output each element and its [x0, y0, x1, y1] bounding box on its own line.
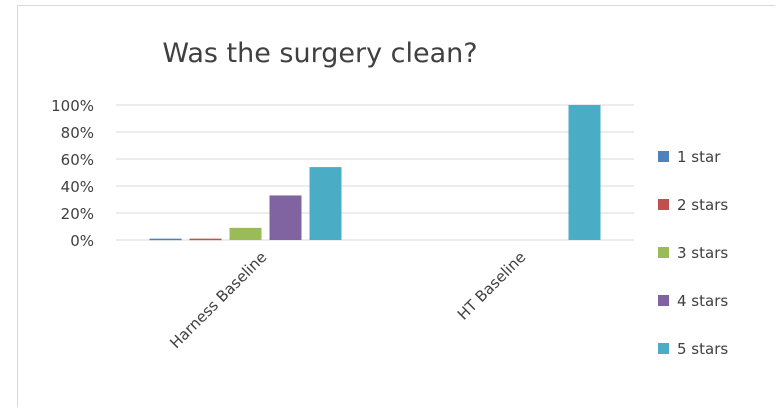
legend-swatch [658, 247, 669, 258]
y-tick-label: 0% [70, 232, 94, 250]
x-axis-categories: Harness Baseline HT Baseline [166, 248, 529, 352]
x-category-label: Harness Baseline [166, 248, 270, 352]
legend-label: 1 star [677, 148, 721, 166]
y-axis-ticks: 0% 20% 40% 60% 80% 100% [51, 97, 94, 250]
y-tick-label: 60% [61, 151, 94, 169]
gridlines [116, 104, 634, 241]
legend-swatch [658, 295, 669, 306]
legend-label: 3 stars [677, 244, 728, 262]
y-tick-label: 40% [61, 178, 94, 196]
legend-swatch [658, 199, 669, 210]
bars [149, 105, 601, 241]
legend-label: 4 stars [677, 292, 728, 310]
bar-1-star-0 [149, 238, 182, 241]
x-category-label: HT Baseline [454, 248, 530, 324]
chart-title: Was the surgery clean? [162, 38, 477, 69]
bar-5-stars-1 [568, 105, 601, 240]
y-tick-label: 20% [61, 205, 94, 223]
bar-5-stars-0 [309, 167, 342, 240]
y-tick-label: 80% [61, 124, 94, 142]
chart-frame [17, 5, 775, 407]
legend-swatch [658, 151, 669, 162]
y-tick-label: 100% [51, 97, 94, 115]
bar-4-stars-0 [269, 195, 302, 240]
legend-swatch [658, 343, 669, 354]
legend: 1 star 2 stars 3 stars 4 stars 5 stars [658, 148, 728, 358]
bar-2-stars-0 [189, 238, 222, 241]
legend-label: 5 stars [677, 340, 728, 358]
bar-3-stars-0 [229, 227, 262, 240]
legend-label: 2 stars [677, 196, 728, 214]
